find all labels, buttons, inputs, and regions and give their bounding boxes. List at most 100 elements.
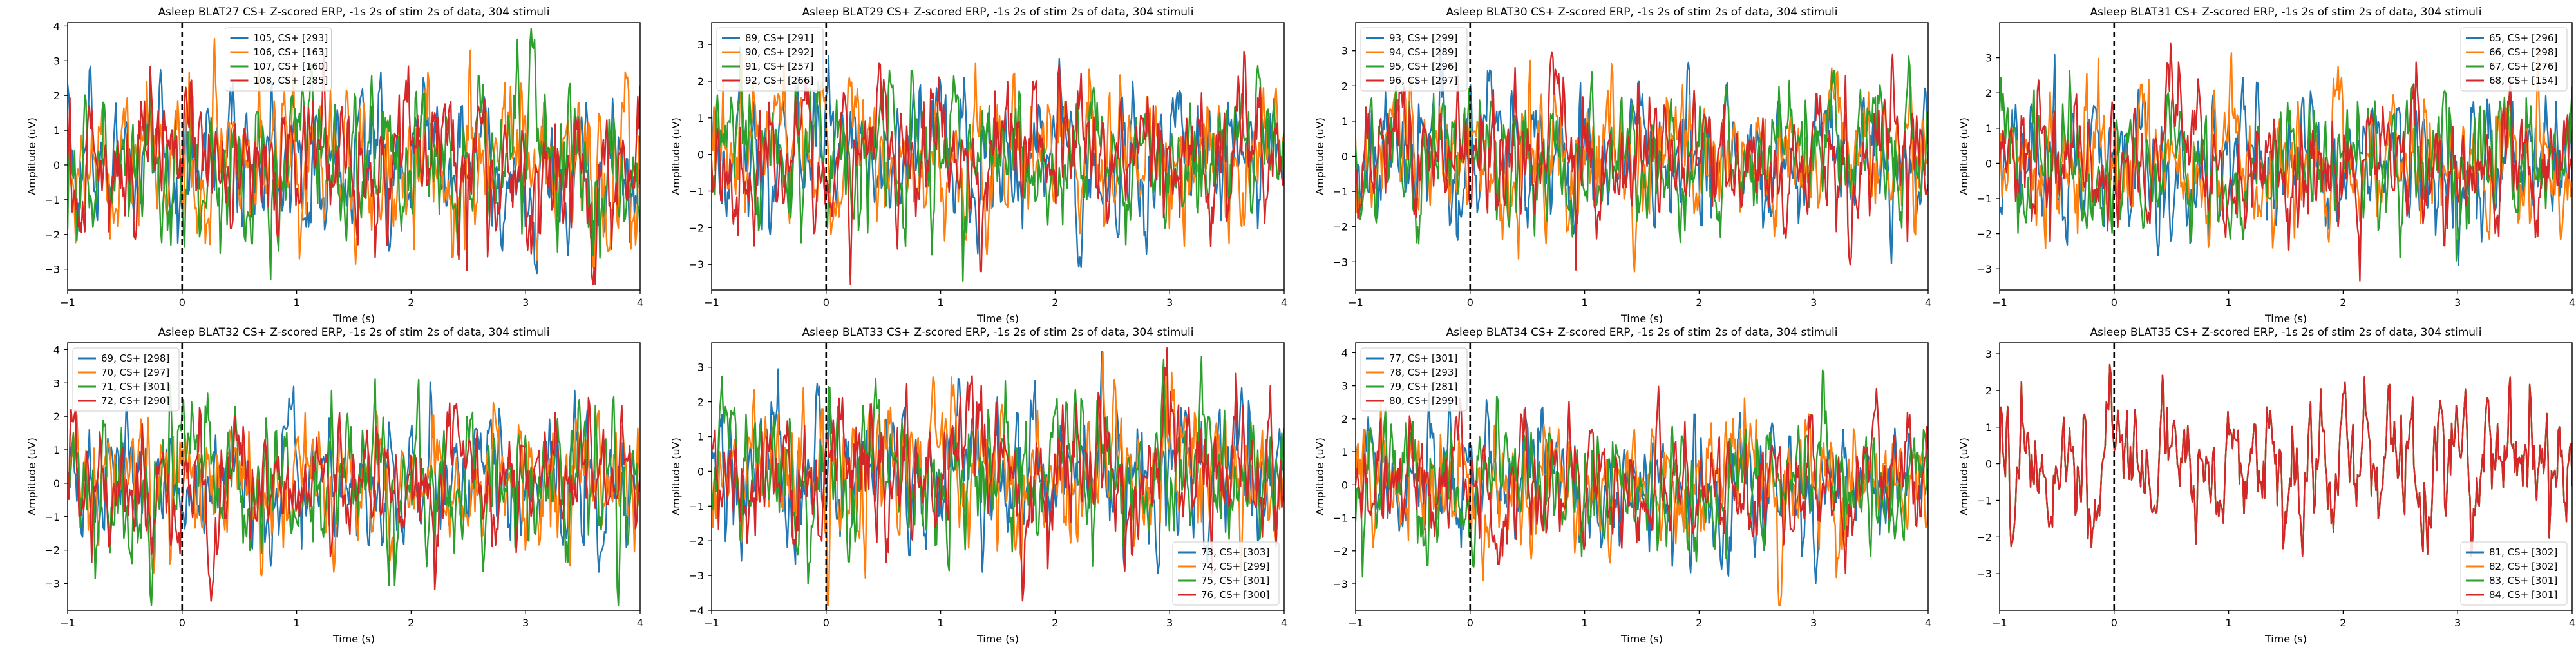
y-tick-label: −1 <box>688 186 704 198</box>
x-tick-label: 1 <box>1582 617 1588 629</box>
x-axis-label: Time (s) <box>2264 313 2307 325</box>
y-tick-label: 2 <box>53 410 60 423</box>
legend-box <box>1360 347 1468 412</box>
legend-box <box>1172 541 1280 606</box>
y-tick-label: 3 <box>1985 348 1992 360</box>
chart-title: Asleep BLAT30 CS+ Z-scored ERP, -1s 2s o… <box>1446 6 1838 19</box>
series-line-4 <box>2000 363 2572 557</box>
x-tick-label: 0 <box>1467 296 1473 309</box>
axes-frame <box>1999 342 2573 611</box>
y-tick-label: −3 <box>1332 256 1348 268</box>
legend-entry: 69, CS+ [298] <box>101 352 169 364</box>
y-tick-label: −3 <box>44 578 60 590</box>
x-tick-label: 0 <box>2111 296 2117 309</box>
y-tick-label: 2 <box>697 75 704 88</box>
y-tick-label: 1 <box>53 444 60 456</box>
series-line-1 <box>2000 363 2572 557</box>
y-tick-label: 4 <box>1341 347 1348 359</box>
x-tick-label: 1 <box>294 617 300 629</box>
series-group <box>2000 363 2572 557</box>
series-line-4 <box>712 347 1284 602</box>
x-axis-label: Time (s) <box>976 313 1019 325</box>
y-tick-label: 3 <box>1341 380 1348 392</box>
y-tick-label: 3 <box>53 377 60 389</box>
legend: 89, CS+ [291] 90, CS+ [292] 91, CS+ [257] 9… <box>716 27 824 92</box>
chart-panel-1: Asleep BLAT27 CS+ Z-scored ERP, -1s 2s o… <box>26 6 643 325</box>
y-tick-label: 1 <box>1985 421 1992 434</box>
y-tick-label: 3 <box>697 362 704 374</box>
series-line-4 <box>1356 385 1928 574</box>
series-line-3 <box>2000 363 2572 557</box>
x-tick-label: 3 <box>522 296 529 309</box>
y-tick-label: 3 <box>1341 45 1348 57</box>
x-tick-label: 1 <box>2226 296 2232 309</box>
x-tick-label: 0 <box>179 617 185 629</box>
y-tick-label: 2 <box>1341 413 1348 425</box>
y-tick-label: −2 <box>44 229 60 241</box>
legend-entry: 74, CS+ [299] <box>1201 561 1269 572</box>
legend-entry: 68, CS+ [154] <box>2489 75 2557 86</box>
legend-entry: 108, CS+ [285] <box>254 75 328 86</box>
series-line-2 <box>68 37 640 271</box>
x-tick-label: 3 <box>2454 296 2461 309</box>
legend-entry: 84, CS+ [301] <box>2489 589 2557 601</box>
series-line-4 <box>68 396 640 602</box>
x-axis-label: Time (s) <box>1620 313 1663 325</box>
chart-title: Asleep BLAT29 CS+ Z-scored ERP, -1s 2s o… <box>802 6 1194 19</box>
y-axis-label: Amplitude (uV) <box>26 117 38 195</box>
series-group <box>2000 42 2572 282</box>
legend-entry: 71, CS+ [301] <box>101 381 169 392</box>
y-tick-label: 1 <box>53 124 60 137</box>
y-tick-label: 2 <box>1985 385 1992 397</box>
y-tick-label: 2 <box>53 90 60 102</box>
y-tick-label: 1 <box>1341 446 1348 458</box>
x-tick-label: 3 <box>1166 617 1173 629</box>
legend-entry: 82, CS+ [302] <box>2489 561 2557 572</box>
x-tick-label: 1 <box>938 296 944 309</box>
y-axis-label: Amplitude (uV) <box>670 117 682 195</box>
legend-box <box>225 27 332 92</box>
x-tick-label: 4 <box>1925 617 1931 629</box>
y-tick-label: 0 <box>1341 151 1348 163</box>
legend-entry: 93, CS+ [299] <box>1389 32 1457 44</box>
series-line-3 <box>68 378 640 606</box>
x-tick-label: 2 <box>1696 296 1702 309</box>
legend-entry: 79, CS+ [281] <box>1389 381 1457 392</box>
x-tick-label: 3 <box>1810 296 1817 309</box>
x-tick-label: −1 <box>704 617 719 629</box>
x-tick-label: −1 <box>1348 296 1363 309</box>
chart-panel-6: Asleep BLAT33 CS+ Z-scored ERP, -1s 2s o… <box>670 326 1287 645</box>
legend-entry: 66, CS+ [298] <box>2489 46 2557 58</box>
x-tick-label: 3 <box>1166 296 1173 309</box>
x-tick-label: 0 <box>179 296 185 309</box>
x-tick-label: 2 <box>1052 617 1058 629</box>
y-axis-label: Amplitude (uV) <box>26 438 38 516</box>
y-tick-label: −1 <box>44 511 60 523</box>
chart-title: Asleep BLAT32 CS+ Z-scored ERP, -1s 2s o… <box>158 326 550 339</box>
y-tick-label: 1 <box>697 112 704 124</box>
chart-title: Asleep BLAT33 CS+ Z-scored ERP, -1s 2s o… <box>802 326 1194 339</box>
y-tick-label: −3 <box>1976 263 1992 275</box>
series-line-3 <box>68 28 640 280</box>
y-tick-label: 3 <box>697 39 704 51</box>
y-tick-label: −1 <box>688 500 704 512</box>
x-tick-label: −1 <box>1992 617 2007 629</box>
legend-entry: 75, CS+ [301] <box>1201 575 1269 586</box>
x-tick-label: −1 <box>1348 617 1363 629</box>
legend-entry: 80, CS+ [299] <box>1389 395 1457 407</box>
x-tick-label: 4 <box>637 617 643 629</box>
chart-panel-4: Asleep BLAT31 CS+ Z-scored ERP, -1s 2s o… <box>1958 6 2575 325</box>
y-tick-label: 4 <box>53 343 60 356</box>
y-tick-label: 0 <box>53 159 60 171</box>
legend-entry: 78, CS+ [293] <box>1389 367 1457 378</box>
y-tick-label: −1 <box>1976 193 1992 205</box>
legend: 77, CS+ [301] 78, CS+ [293] 79, CS+ [281] 8… <box>1360 347 1468 412</box>
x-axis-label: Time (s) <box>1620 633 1663 644</box>
x-tick-label: 2 <box>2340 617 2346 629</box>
legend-entry: 65, CS+ [296] <box>2489 32 2557 44</box>
y-tick-label: 3 <box>1985 52 1992 64</box>
series-line-3 <box>712 64 1284 282</box>
legend-entry: 70, CS+ [297] <box>101 367 169 378</box>
x-tick-label: 2 <box>2340 296 2346 309</box>
